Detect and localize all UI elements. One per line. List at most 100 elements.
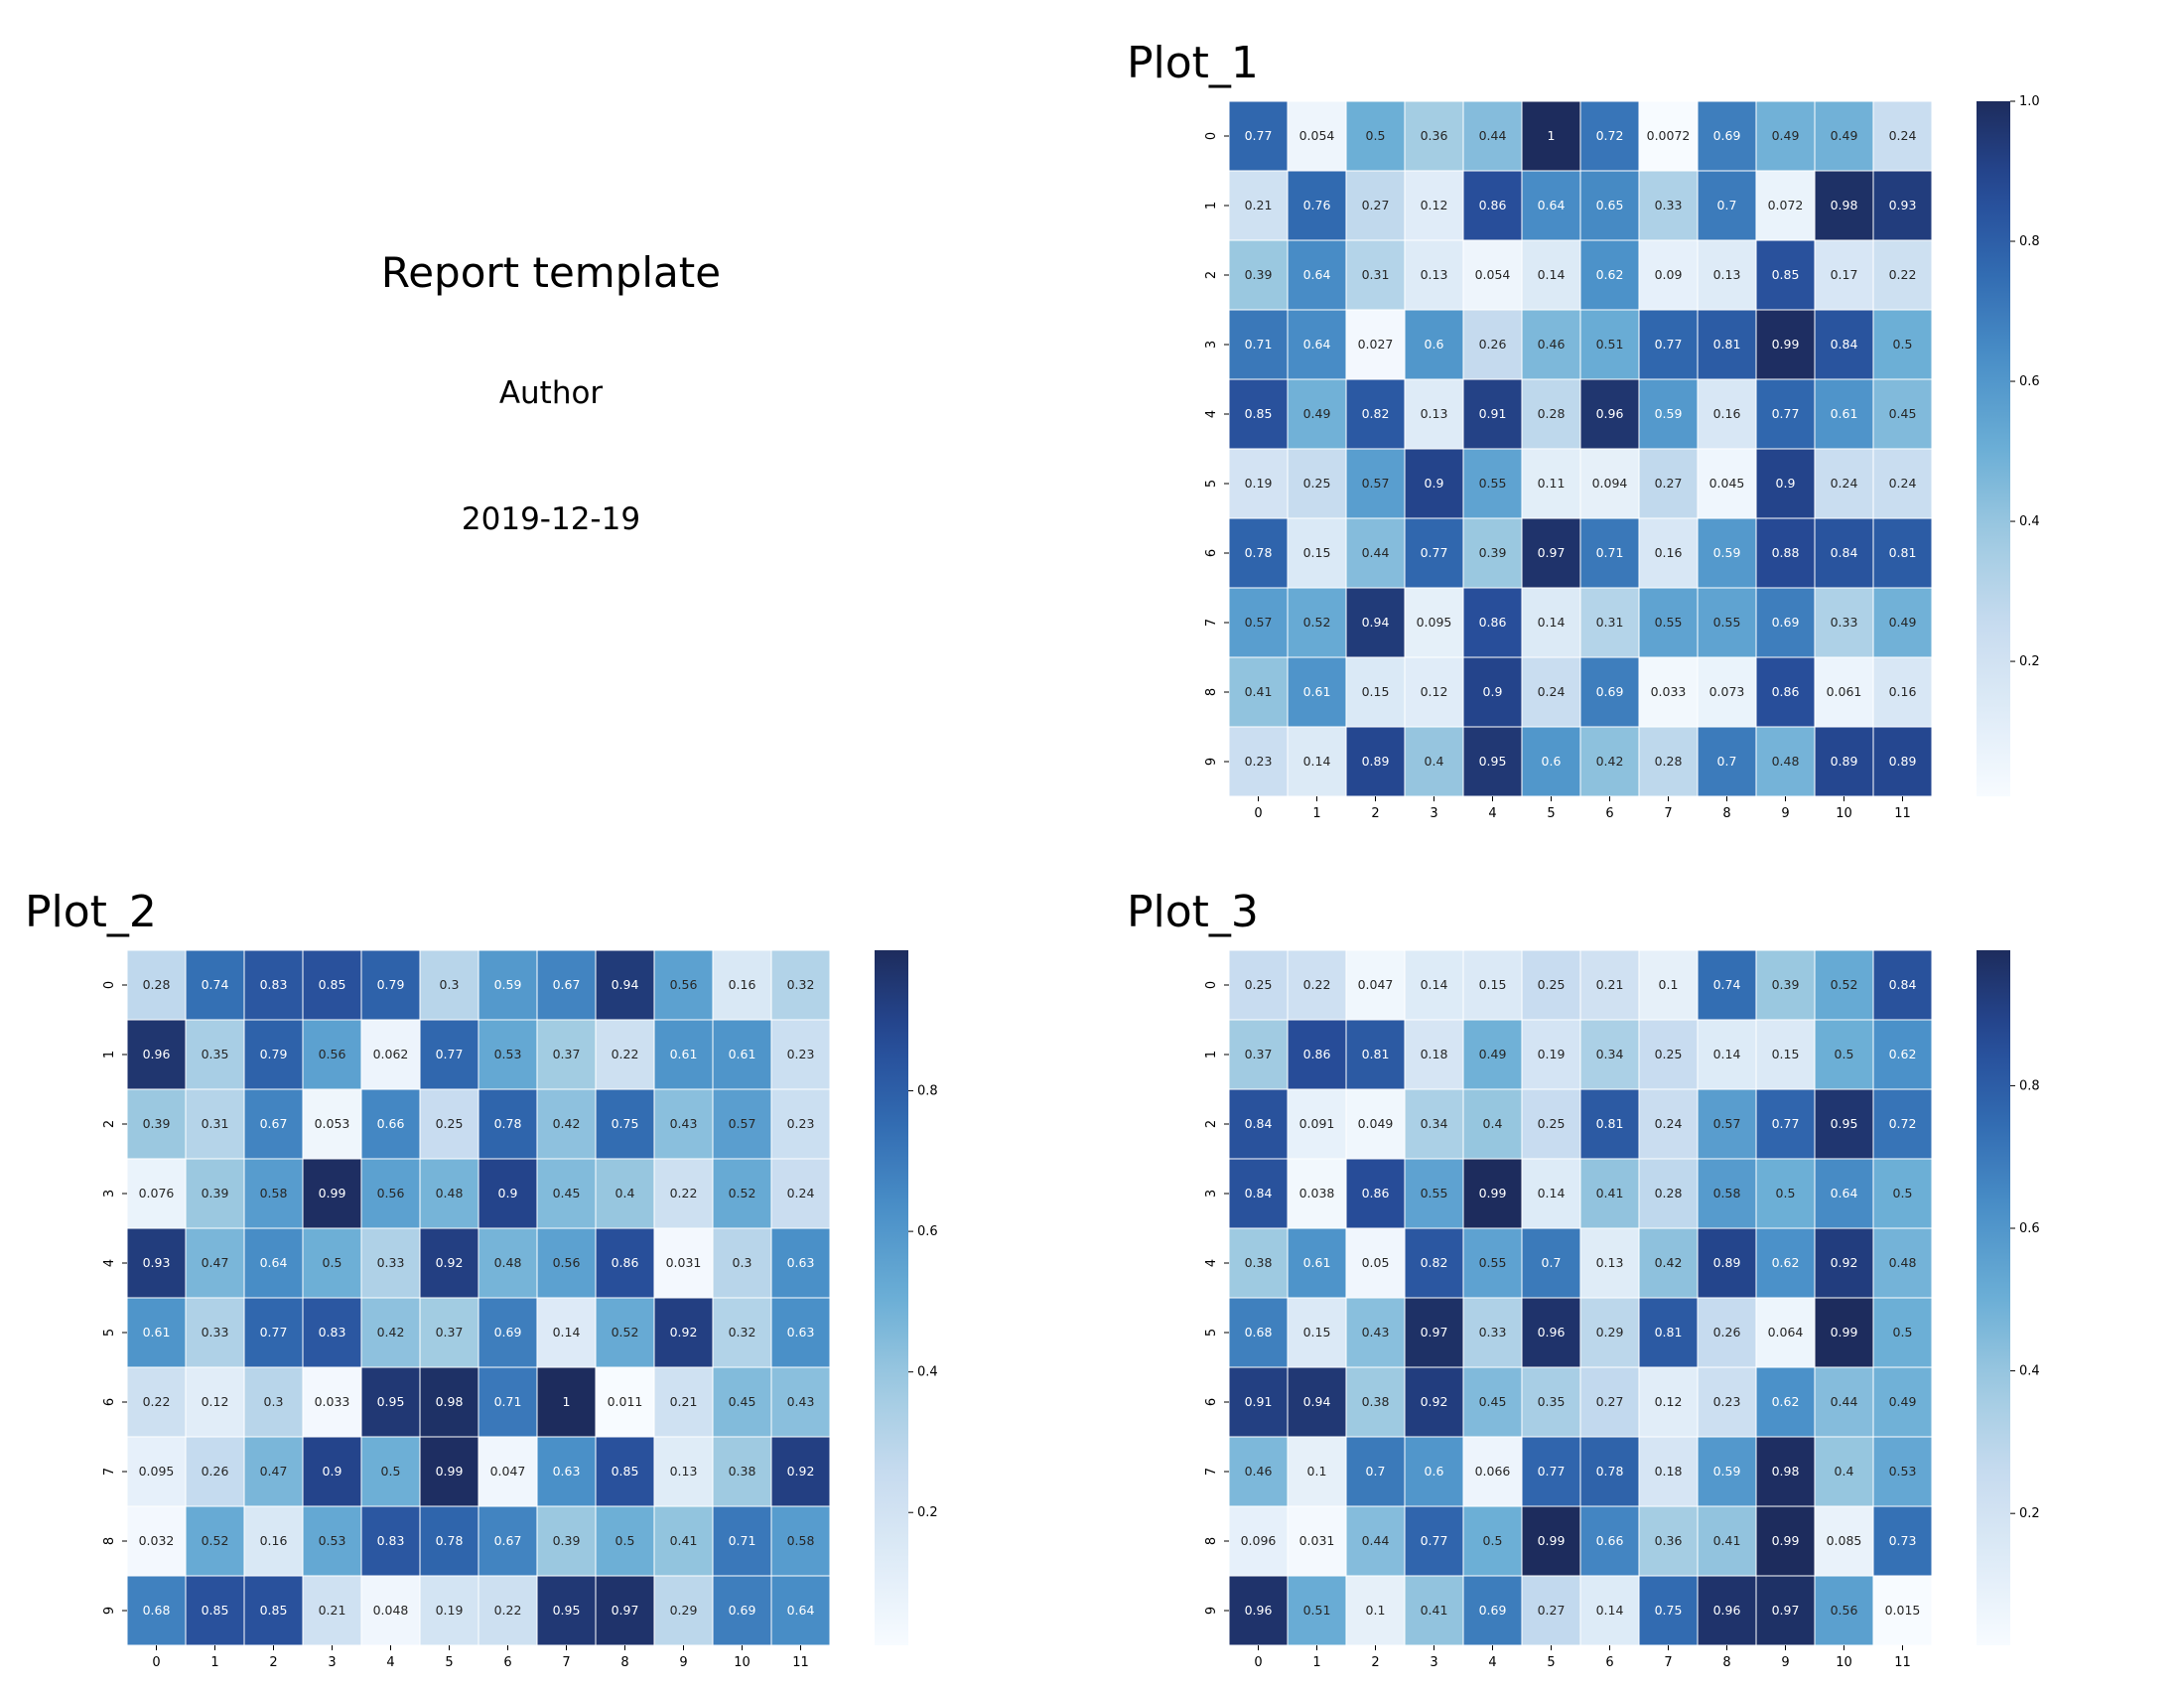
cell-value-label-0-0: 0.77: [1245, 128, 1273, 143]
heatmap-cell-4-1: [1287, 1227, 1347, 1299]
heatmap-cell-9-3: [1404, 1575, 1464, 1646]
cell-value-label-6-10: 0.44: [1831, 1394, 1858, 1409]
x-tick-label-1: 1: [210, 1655, 218, 1670]
cell-value-label-1-9: 0.072: [1768, 198, 1804, 212]
heatmap-cell-2-11: [770, 1088, 831, 1160]
heatmap-cell-8-11: [1872, 1505, 1933, 1577]
cell-value-label-0-10: 0.16: [729, 977, 756, 992]
heatmap-cell-8-10: [712, 1505, 772, 1577]
cell-value-label-2-11: 0.22: [1889, 267, 1917, 282]
cell-value-label-9-10: 0.69: [729, 1603, 756, 1618]
cell-value-label-5-4: 0.33: [1479, 1325, 1507, 1340]
colorbar-tick-label-1: 0.4: [917, 1365, 938, 1380]
heatmap-cell-0-8: [595, 949, 655, 1021]
cell-value-label-0-4: 0.79: [377, 977, 405, 992]
cell-value-label-2-9: 0.85: [1772, 267, 1800, 282]
cell-value-label-5-1: 0.25: [1303, 476, 1331, 491]
cell-value-label-1-5: 0.64: [1538, 198, 1566, 212]
cell-value-label-7-10: 0.33: [1831, 615, 1858, 630]
cell-value-label-0-3: 0.85: [319, 977, 346, 992]
heatmap-cell-2-10: [1814, 239, 1874, 311]
cell-value-label-1-7: 0.37: [553, 1047, 581, 1061]
heatmap-cell-2-5: [1521, 1088, 1581, 1160]
heatmap-cell-3-5: [1521, 1158, 1581, 1229]
cell-value-label-5-5: 0.96: [1538, 1325, 1566, 1340]
heatmap-cell-0-11: [770, 949, 831, 1021]
heatmap-cell-9-2: [243, 1575, 304, 1646]
cell-value-label-3-4: 0.56: [377, 1186, 405, 1200]
heatmap-cell-4-8: [595, 1227, 655, 1299]
cell-value-label-3-6: 0.9: [498, 1186, 518, 1200]
heatmap-cell-8-3: [1404, 1505, 1464, 1577]
cell-value-label-5-9: 0.9: [1776, 476, 1796, 491]
x-tick-label-10: 10: [1836, 1655, 1852, 1670]
heatmap-cell-6-3: [1404, 517, 1464, 589]
cell-value-label-5-2: 0.43: [1362, 1325, 1390, 1340]
heatmap-cell-0-11: [1872, 949, 1933, 1021]
heatmap-cell-8-11: [770, 1505, 831, 1577]
heatmap-cell-8-4: [1462, 656, 1523, 728]
cell-value-label-5-6: 0.69: [494, 1325, 522, 1340]
heatmap-cell-5-9: [1755, 1297, 1816, 1368]
x-tick-label-10: 10: [1836, 806, 1852, 821]
cell-value-label-3-4: 0.26: [1479, 337, 1507, 352]
cell-value-label-7-0: 0.46: [1245, 1464, 1273, 1479]
heatmap-cell-0-11: [1872, 100, 1933, 172]
y-tick-label-6: 6: [1204, 1398, 1219, 1406]
cell-value-label-8-8: 0.073: [1709, 684, 1745, 699]
cell-value-label-4-6: 0.13: [1596, 1255, 1624, 1270]
cell-value-label-1-10: 0.61: [729, 1047, 756, 1061]
heatmap-cell-6-3: [1404, 1366, 1464, 1438]
cell-value-label-1-4: 0.86: [1479, 198, 1507, 212]
heatmap-cell-5-7: [1638, 448, 1699, 519]
heatmap-cell-6-9: [653, 1366, 714, 1438]
cell-value-label-6-11: 0.43: [787, 1394, 815, 1409]
cell-value-label-3-5: 0.46: [1538, 337, 1566, 352]
x-tick-label-8: 8: [620, 1655, 628, 1670]
cell-value-label-5-7: 0.81: [1655, 1325, 1683, 1340]
cell-value-label-9-7: 0.95: [553, 1603, 581, 1618]
heatmap-cell-2-10: [1814, 1088, 1874, 1160]
cell-value-label-4-4: 0.55: [1479, 1255, 1507, 1270]
y-tick-label-2: 2: [1204, 271, 1219, 279]
cell-value-label-7-6: 0.31: [1596, 615, 1624, 630]
cell-value-label-7-11: 0.53: [1889, 1464, 1917, 1479]
cell-value-label-0-1: 0.22: [1303, 977, 1331, 992]
heatmap-cell-7-11: [1872, 587, 1933, 658]
heatmap-cell-1-5: [1521, 1019, 1581, 1090]
cell-value-label-9-4: 0.048: [373, 1603, 409, 1618]
cell-value-label-6-0: 0.78: [1245, 545, 1273, 560]
cell-value-label-1-11: 0.93: [1889, 198, 1917, 212]
cell-value-label-1-1: 0.86: [1303, 1047, 1331, 1061]
cell-value-label-0-10: 0.52: [1831, 977, 1858, 992]
cell-value-label-7-8: 0.59: [1713, 1464, 1741, 1479]
plot-3-heatmap: 0.25 0.22 0.047 0.14 0.15 0.25 0.21 0.1 0.74 0.39…: [1204, 949, 2040, 1670]
heatmap-cell-2-2: [1345, 1088, 1406, 1160]
cell-value-label-3-11: 0.5: [1893, 1186, 1913, 1200]
heatmap-cell-7-8: [595, 1436, 655, 1507]
heatmap-cell-0-6: [1579, 949, 1640, 1021]
heatmap-cell-5-4: [1462, 448, 1523, 519]
cell-value-label-9-11: 0.89: [1889, 754, 1917, 769]
cell-value-label-9-4: 0.95: [1479, 754, 1507, 769]
cell-value-label-1-0: 0.37: [1245, 1047, 1273, 1061]
cell-value-label-6-8: 0.59: [1713, 545, 1741, 560]
cell-value-label-1-2: 0.81: [1362, 1047, 1390, 1061]
cell-value-label-3-10: 0.84: [1831, 337, 1858, 352]
heatmap-cell-2-10: [712, 1088, 772, 1160]
plot-2-title: Plot_2: [25, 887, 157, 937]
cell-value-label-4-4: 0.33: [377, 1255, 405, 1270]
cell-value-label-6-9: 0.21: [670, 1394, 698, 1409]
cell-value-label-7-3: 0.095: [1417, 615, 1452, 630]
cell-value-label-1-6: 0.65: [1596, 198, 1624, 212]
heatmap-cell-6-1: [1287, 1366, 1347, 1438]
heatmap-cell-8-2: [243, 1505, 304, 1577]
cell-value-label-9-9: 0.29: [670, 1603, 698, 1618]
cell-value-label-4-8: 0.16: [1713, 406, 1741, 421]
x-tick-label-2: 2: [269, 1655, 277, 1670]
cell-value-label-3-0: 0.84: [1245, 1186, 1273, 1200]
cell-value-label-8-9: 0.99: [1772, 1533, 1800, 1548]
heatmap-cell-6-5: [419, 1366, 479, 1438]
cell-value-label-0-3: 0.14: [1421, 977, 1448, 992]
cell-value-label-3-2: 0.86: [1362, 1186, 1390, 1200]
